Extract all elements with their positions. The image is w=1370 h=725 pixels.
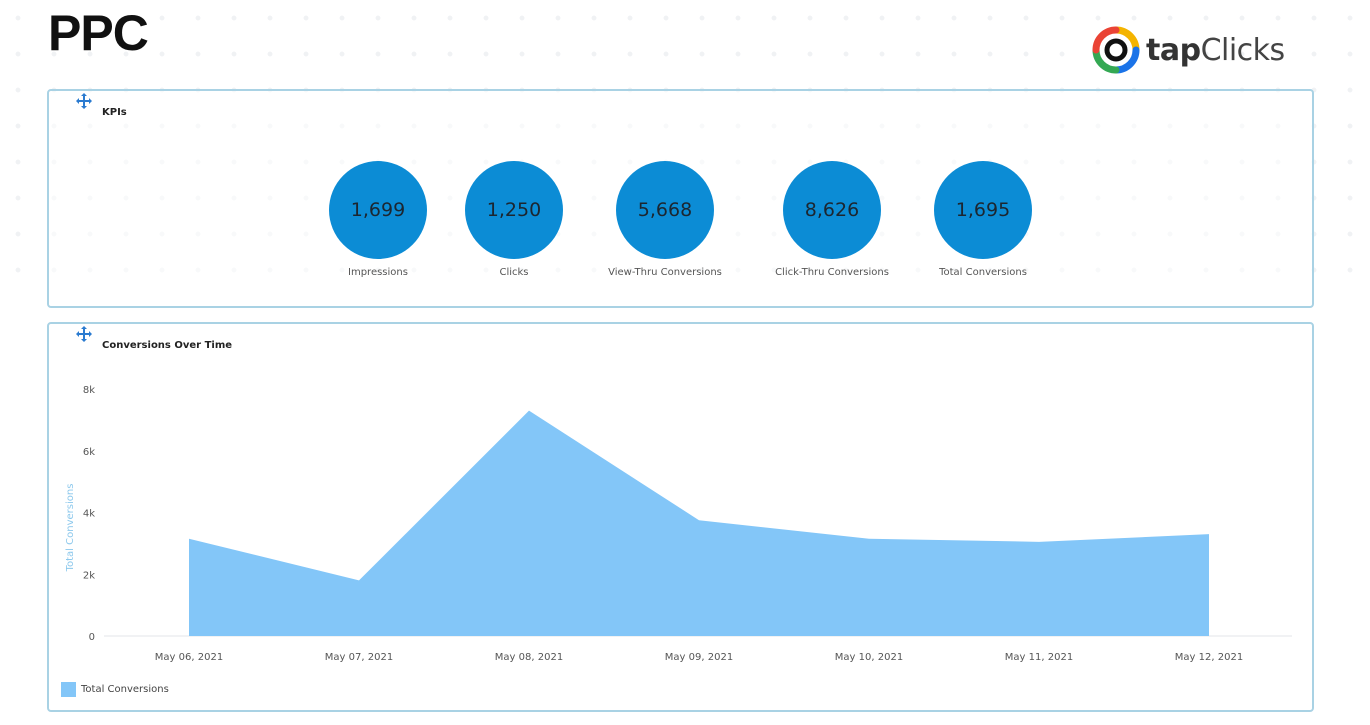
logo-wordmark: tapClicks — [1146, 32, 1285, 68]
tapclicks-logo-icon — [1092, 26, 1140, 74]
kpi-clicks: 1,250 Clicks — [434, 161, 594, 278]
move-icon[interactable] — [75, 92, 93, 110]
x-tick-label: May 08, 2021 — [495, 652, 563, 663]
x-tick-label: May 07, 2021 — [325, 652, 393, 663]
chart-panel-title: Conversions Over Time — [102, 340, 233, 351]
kpi-value: 5,668 — [616, 161, 714, 259]
chart-legend[interactable]: Total Conversions — [61, 682, 169, 697]
legend-swatch — [61, 682, 76, 697]
y-tick-label: 8k — [83, 385, 95, 396]
kpi-value: 1,250 — [465, 161, 563, 259]
kpi-panel-title: KPIs — [102, 107, 127, 118]
y-tick-label: 6k — [83, 447, 95, 458]
move-icon[interactable] — [75, 325, 93, 343]
x-tick-label: May 09, 2021 — [665, 652, 733, 663]
kpi-click-thru-conversions: 8,626 Click-Thru Conversions — [752, 161, 912, 278]
chart-panel: Conversions Over Time 0 2k 4k 6k 8k May 06, 2… — [47, 322, 1314, 712]
kpi-view-thru-conversions: 5,668 View-Thru Conversions — [585, 161, 745, 278]
kpi-label: Clicks — [499, 267, 529, 278]
legend-label: Total Conversions — [81, 684, 169, 695]
kpi-value: 1,699 — [329, 161, 427, 259]
kpi-label: Click-Thru Conversions — [775, 267, 889, 278]
kpi-label: Total Conversions — [939, 267, 1027, 278]
x-tick-label: May 12, 2021 — [1175, 652, 1243, 663]
kpi-impressions: 1,699 Impressions — [298, 161, 458, 278]
x-tick-label: May 06, 2021 — [155, 652, 223, 663]
x-tick-label: May 10, 2021 — [835, 652, 903, 663]
y-axis-label: Total Conversions — [65, 484, 76, 573]
kpi-value: 8,626 — [783, 161, 881, 259]
x-tick-label: May 11, 2021 — [1005, 652, 1073, 663]
kpi-label: View-Thru Conversions — [608, 267, 722, 278]
conversions-chart: 0 2k 4k 6k 8k May 06, 2021 May 07, 2021 May 08,… — [65, 385, 1292, 663]
y-tick-label: 0 — [89, 632, 95, 643]
kpi-value: 1,695 — [934, 161, 1032, 259]
tapclicks-logo: tapClicks — [1090, 22, 1300, 78]
page-title: PPC — [48, 5, 149, 61]
kpi-label: Impressions — [348, 267, 408, 278]
kpi-panel: KPIs 1,699 Impressions 1,250 Clicks 5,66… — [47, 89, 1314, 308]
y-tick-label: 2k — [83, 570, 95, 581]
area-series-total-conversions — [189, 410, 1209, 636]
y-tick-label: 4k — [83, 509, 95, 520]
kpi-total-conversions: 1,695 Total Conversions — [903, 161, 1063, 278]
